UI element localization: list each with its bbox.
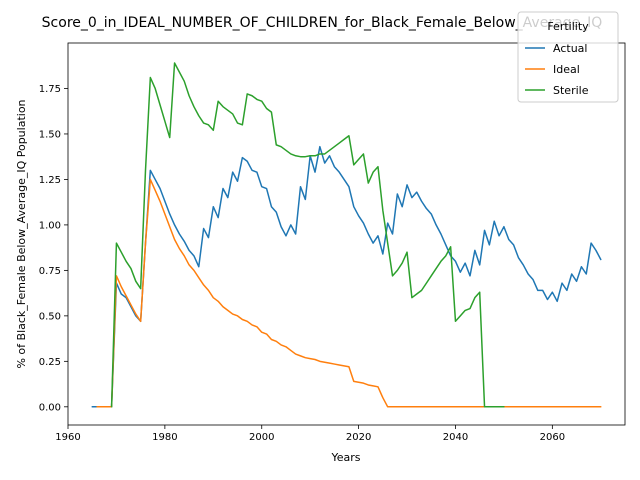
x-tick-label: 2020 [346,432,371,443]
series-line-sterile [110,62,505,408]
series-line-actual [91,145,602,408]
y-tick-label: 0.75 [39,266,61,277]
chart-title: Score_0_in_IDEAL_NUMBER_OF_CHILDREN_for_… [42,15,603,31]
x-tick-label: 2040 [443,432,468,443]
y-tick-label: 1.50 [39,129,61,140]
x-axis-label: Years [330,451,360,464]
x-tick-label: 1960 [55,432,80,443]
y-tick-label: 0.25 [39,357,61,368]
y-tick-label: 1.00 [39,220,61,231]
x-tick-label: 1980 [152,432,177,443]
axis-ticks: 1960 1980 2000 2020 2040 2060 0.00 0.25 0.50 0.75… [39,84,565,443]
y-axis-label: % of Black_Female Below_Average_IQ Popul… [15,99,28,368]
x-tick-label: 2060 [540,432,565,443]
series-layer [91,62,602,408]
legend-entries: Actual Ideal Sterile [525,42,589,97]
legend-label-actual: Actual [553,42,587,55]
x-tick-label: 2000 [249,432,274,443]
plot-area: 1960 1980 2000 2020 2040 2060 0.00 0.25 0.50 0.75… [39,42,626,443]
plot-frame [67,42,626,426]
legend-title: Fertility [547,20,589,33]
legend: Fertility Actual Ideal Sterile [517,11,619,103]
series-line-ideal [96,178,602,408]
y-tick-label: 0.00 [39,402,61,413]
y-tick-label: 1.25 [39,175,61,186]
y-tick-label: 0.50 [39,311,61,322]
legend-label-sterile: Sterile [553,84,589,97]
y-tick-label: 1.75 [39,84,61,95]
legend-label-ideal: Ideal [553,63,580,76]
legend-box [517,11,619,103]
